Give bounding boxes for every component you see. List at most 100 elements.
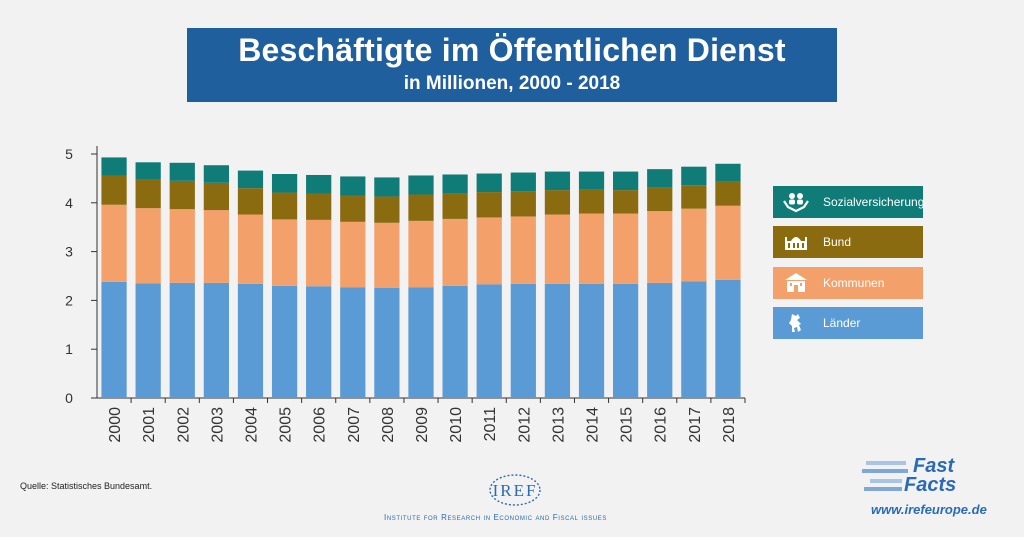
bar-segment-sozialversicherung: [476, 173, 502, 193]
bar-segment-bund: [237, 188, 264, 215]
bar-segment-sozialversicherung: [715, 163, 741, 182]
fast-facts-logo-stripes: [862, 461, 908, 491]
iref-logo: IREF: [489, 474, 541, 506]
x-tick-label: 2009: [414, 407, 431, 443]
bar-segment-l-nder: [169, 282, 195, 398]
legend-item-sozialversicherung: Sozialversicherung: [773, 186, 924, 218]
bar-segment-kommunen: [169, 209, 195, 283]
bar-segment-bund: [544, 190, 571, 215]
x-tick-label: 2011: [482, 407, 499, 442]
bar-segment-sozialversicherung: [647, 169, 673, 188]
bar-segment-kommunen: [306, 219, 332, 287]
y-tick-label: 1: [65, 341, 73, 357]
parliament-icon: [785, 237, 807, 250]
town-hall-icon: [785, 273, 807, 292]
fast-facts-line2: Facts: [904, 474, 957, 496]
legend-label: Kommunen: [823, 276, 885, 290]
bar-segment-sozialversicherung: [237, 170, 264, 189]
bar-segment-l-nder: [101, 281, 127, 398]
bar-segment-l-nder: [135, 283, 161, 398]
x-tick-label: 2014: [585, 407, 602, 443]
x-tick-label: 2015: [619, 407, 636, 443]
x-tick-label: 2002: [175, 407, 192, 443]
bar-segment-bund: [681, 185, 707, 209]
bar-segment-kommunen: [715, 205, 741, 280]
bar-segment-bund: [306, 193, 332, 220]
bar-segment-kommunen: [681, 208, 707, 282]
bar-segment-kommunen: [544, 214, 571, 284]
bar-segment-sozialversicherung: [578, 171, 605, 190]
bar-segment-l-nder: [408, 287, 434, 398]
x-tick-label: 2001: [141, 407, 158, 443]
bar-segment-bund: [442, 193, 468, 219]
source-note: Quelle: Statistisches Bundesamt.: [20, 481, 153, 491]
bar-segment-kommunen: [476, 217, 502, 285]
bar-segment-bund: [476, 192, 502, 218]
title-banner: Beschäftigte im Öffentlichen Dienst in M…: [187, 28, 837, 102]
bar-segment-bund: [101, 175, 127, 205]
y-tick-label: 0: [65, 390, 73, 406]
x-tick-label: 2012: [516, 407, 533, 443]
bar-segment-bund: [203, 182, 229, 211]
x-tick-label: 2007: [346, 407, 363, 443]
x-tick-label: 2006: [312, 407, 329, 443]
bar-segment-sozialversicherung: [271, 174, 298, 193]
bar-segment-l-nder: [647, 282, 673, 398]
bar-segment-sozialversicherung: [340, 176, 366, 196]
bar-segment-bund: [510, 191, 536, 217]
x-tick-label: 2018: [721, 407, 738, 443]
website-link[interactable]: www.irefeurope.de: [871, 502, 987, 517]
svg-text:IREF: IREF: [493, 481, 538, 500]
x-tick-label: 2003: [209, 407, 226, 443]
x-tick-label: 2013: [550, 407, 567, 443]
iref-tagline: Institute for Research in Economic and F…: [384, 513, 607, 522]
bar-segment-sozialversicherung: [135, 162, 161, 180]
bear-icon: [789, 314, 801, 332]
bar-segment-l-nder: [340, 287, 366, 398]
legend-label: Bund: [823, 235, 852, 249]
bar-segment-kommunen: [374, 222, 400, 288]
legend-item-kommunen: Kommunen: [773, 267, 923, 299]
bar-segment-bund: [408, 194, 434, 221]
bar-segment-bund: [647, 187, 673, 212]
bar-segment-bund: [340, 195, 366, 222]
bar-segment-bund: [169, 180, 195, 210]
x-tick-label: 2017: [687, 407, 704, 443]
bar-segment-sozialversicherung: [306, 174, 332, 194]
bar-segment-kommunen: [135, 208, 161, 284]
legend-item-laender: Länder: [773, 307, 923, 339]
bar-segment-sozialversicherung: [101, 157, 127, 176]
x-tick-label: 2000: [107, 407, 124, 443]
bar-segment-sozialversicherung: [408, 175, 434, 195]
bar-segment-kommunen: [237, 214, 264, 284]
legend-label: Länder: [823, 316, 861, 330]
bar-segment-sozialversicherung: [544, 171, 571, 191]
bar-segment-l-nder: [237, 283, 264, 398]
bar-segment-bund: [613, 190, 639, 214]
x-tick-label: 2005: [278, 407, 295, 443]
bar-segment-sozialversicherung: [374, 177, 400, 197]
bar-segment-l-nder: [613, 283, 639, 398]
bar-segment-kommunen: [647, 211, 673, 283]
bar-segment-l-nder: [271, 285, 298, 398]
bar-segment-sozialversicherung: [681, 166, 707, 186]
bar-segment-sozialversicherung: [203, 165, 229, 183]
chart-title: Beschäftigte im Öffentlichen Dienst: [238, 32, 786, 68]
legend-item-bund: Bund: [773, 226, 923, 258]
x-tick-label: 2008: [380, 407, 397, 443]
bar-segment-l-nder: [442, 285, 468, 398]
care-hands-icon: [783, 193, 809, 213]
x-tick-label: 2016: [653, 407, 670, 443]
bar-segment-kommunen: [408, 220, 434, 288]
bar-segment-sozialversicherung: [169, 162, 195, 181]
bar-segment-l-nder: [306, 286, 332, 398]
bar-segment-l-nder: [681, 281, 707, 398]
bar-segment-bund: [135, 179, 161, 209]
bar-segment-sozialversicherung: [510, 172, 536, 192]
bar-segment-l-nder: [203, 282, 229, 398]
bar-segment-l-nder: [476, 284, 502, 398]
fast-facts-line1: Fast: [913, 455, 955, 477]
bar-segment-bund: [715, 181, 741, 206]
bar-segment-l-nder: [510, 283, 536, 398]
